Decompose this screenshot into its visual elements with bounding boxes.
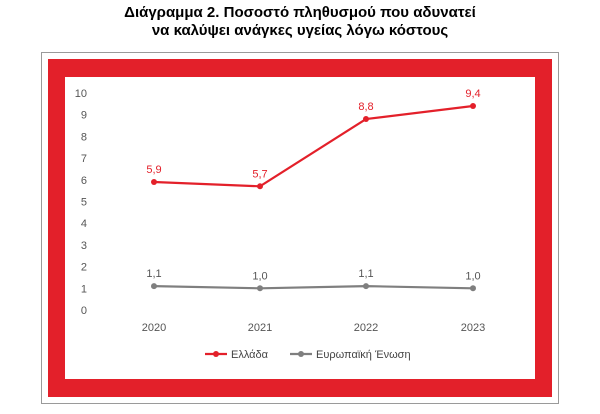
y-tick-label: 6 xyxy=(81,175,87,187)
y-tick-label: 8 xyxy=(81,131,87,143)
data-point xyxy=(470,103,476,110)
y-tick-label: 3 xyxy=(81,240,87,252)
y-tick-label: 5 xyxy=(81,197,87,209)
series-line-greece xyxy=(153,104,474,188)
data-point xyxy=(151,178,157,185)
legend-marker xyxy=(213,351,219,357)
legend-marker xyxy=(298,351,304,357)
y-tick-label: 10 xyxy=(75,88,87,100)
series-line-eu xyxy=(153,285,474,290)
y-tick-label: 0 xyxy=(81,305,87,317)
y-tick-label: 1 xyxy=(81,283,87,295)
data-label: 5,9 xyxy=(146,164,161,176)
x-tick-label: 2022 xyxy=(354,322,378,334)
data-point xyxy=(470,285,476,292)
y-tick-label: 4 xyxy=(81,218,87,230)
y-tick-label: 2 xyxy=(81,262,87,274)
x-tick-label: 2023 xyxy=(461,322,485,334)
chart-title-line1: Διάγραμμα 2. Ποσοστό πληθυσμού που αδυνα… xyxy=(124,4,476,21)
data-label: 9,4 xyxy=(465,88,480,100)
data-label: 8,8 xyxy=(358,101,373,113)
data-point xyxy=(257,183,263,190)
data-label: 1,0 xyxy=(252,270,267,282)
y-tick-label: 7 xyxy=(81,153,87,165)
data-label: 5,7 xyxy=(252,168,267,180)
legend-label: Ελλάδα xyxy=(231,349,269,361)
data-label: 1,1 xyxy=(146,268,161,280)
data-label: 1,1 xyxy=(358,268,373,280)
x-tick-label: 2020 xyxy=(142,322,166,334)
data-point xyxy=(257,285,263,292)
x-tick-label: 2021 xyxy=(248,322,272,334)
chart-title-line2: να καλύψει ανάγκες υγείας λόγω κόστους xyxy=(151,22,449,39)
data-label: 1,0 xyxy=(465,270,480,282)
y-tick-label: 9 xyxy=(81,110,87,122)
plot-area xyxy=(65,77,535,379)
data-point xyxy=(363,283,369,290)
data-point xyxy=(363,116,369,123)
legend-label: Ευρωπαϊκή Ένωση xyxy=(316,349,411,361)
data-point xyxy=(151,283,157,290)
line-chart: 0 1 2 3 4 5 6 7 8 9 10 2020 2021 2022 2023 5,9 5,7 8,8 9,4… xyxy=(75,88,485,361)
